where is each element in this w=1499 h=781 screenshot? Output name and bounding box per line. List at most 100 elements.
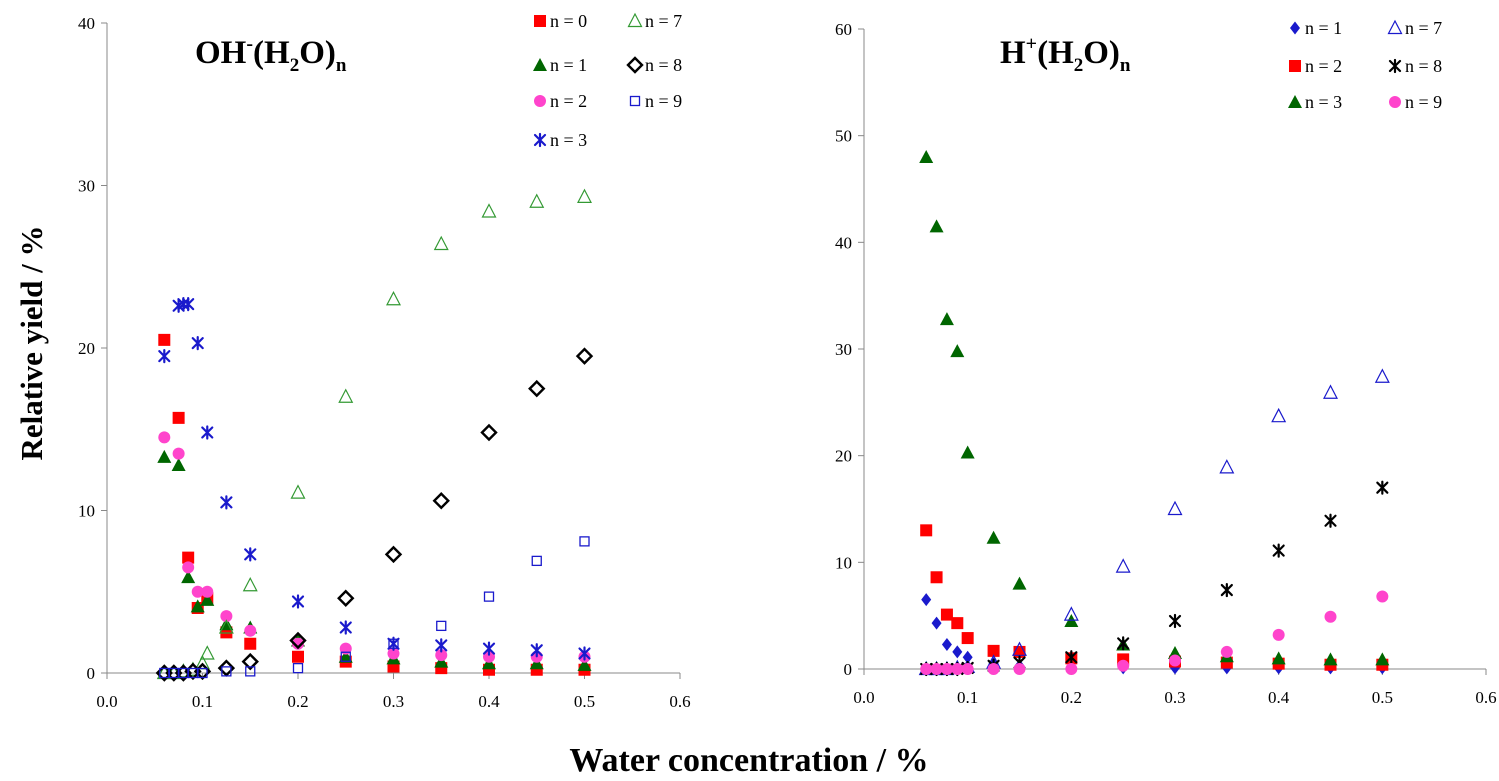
data-point [1013,663,1026,675]
data-point [929,219,944,233]
data-point [384,545,403,564]
series-n-2 [158,431,591,663]
series-n-9 [159,536,590,679]
data-point [218,619,234,634]
data-point [961,663,974,675]
data-point [941,637,952,651]
data-point [172,411,185,424]
legend-marker [626,56,644,74]
data-point [987,644,1000,657]
y-tick-label: 0 [844,660,853,679]
legend-label: n = 9 [645,91,682,111]
data-point [579,536,590,547]
data-point [962,650,973,664]
series-n-2 [920,524,1389,671]
data-point [387,647,400,660]
legend-marker [533,58,547,71]
data-point [577,188,592,203]
data-point [952,645,963,659]
legend-entry: n = 7 [627,11,682,31]
data-point [1115,558,1131,573]
data-point [432,492,450,510]
y-tick-label: 10 [835,553,852,572]
data-point [386,290,401,306]
data-point [245,666,256,677]
legend-entry: n = 8 [1388,56,1442,76]
legend-entry: n = 9 [629,91,682,111]
data-point [1065,663,1078,675]
data-point [1374,368,1390,383]
y-tick-label: 60 [835,20,852,39]
data-point [480,423,498,442]
data-point [1169,654,1181,667]
data-point [435,649,448,662]
data-point [1324,513,1337,528]
legend-entry: n = 2 [1289,56,1342,76]
data-point [940,663,953,675]
legend-marker [627,12,643,28]
data-point [291,594,305,609]
data-point [197,667,208,679]
data-point [158,349,171,364]
data-point [961,632,974,645]
data-point [960,445,975,459]
data-point [200,592,215,606]
data-point [951,617,964,630]
data-point [920,663,933,675]
data-point [577,657,592,671]
data-point [182,297,195,312]
legend-label: n = 8 [1405,56,1442,76]
y-tick-label: 40 [78,14,95,33]
data-point [939,312,954,326]
data-point [199,645,215,660]
data-point [1012,576,1027,590]
data-point [1220,582,1233,598]
data-point [1117,659,1130,672]
legend-entry: n = 3 [1288,92,1342,112]
data-point [436,620,447,632]
data-point [921,593,932,607]
x-tick-label: 0.6 [1475,688,1496,707]
legend-marker [534,95,546,107]
x-tick-label: 0.0 [96,692,117,711]
x-tick-label: 0.1 [192,692,213,711]
data-point [531,555,542,567]
data-point [1376,590,1389,603]
data-point [157,449,172,463]
data-point [340,651,351,662]
series-n-7 [918,368,1390,676]
legend-entry: n = 0 [534,11,587,31]
data-point [930,663,943,675]
legend-label: n = 1 [550,55,587,75]
data-point [1271,407,1287,423]
y-tick-label: 0 [87,664,96,683]
panel-title: OH-(H2O)n [195,33,347,76]
y-axis-label: Relative yield / % [14,225,49,460]
data-point [530,643,543,658]
data-point [433,235,449,251]
data-point [242,576,258,592]
legend-label: n = 1 [1305,18,1342,38]
data-point [481,203,497,218]
data-point [292,637,304,650]
data-point [1117,636,1130,651]
x-tick-label: 0.4 [478,692,500,711]
data-point [1376,480,1389,495]
legend-label: n = 8 [645,55,682,75]
legend-marker [1389,96,1401,108]
data-point [940,608,953,621]
legend-label: n = 2 [1305,56,1342,76]
data-point [191,336,204,351]
data-point [181,570,196,584]
legend-marker [534,15,546,27]
legend-entry: n = 8 [626,55,682,75]
x-axis-label: Water concentration / % [569,742,928,779]
legend-label: n = 9 [1405,92,1442,112]
y-tick-label: 30 [835,340,852,359]
series-n-9 [920,590,1389,675]
data-point [172,447,185,460]
data-point [290,484,306,499]
data-point [195,654,210,670]
data-point [1167,500,1183,516]
